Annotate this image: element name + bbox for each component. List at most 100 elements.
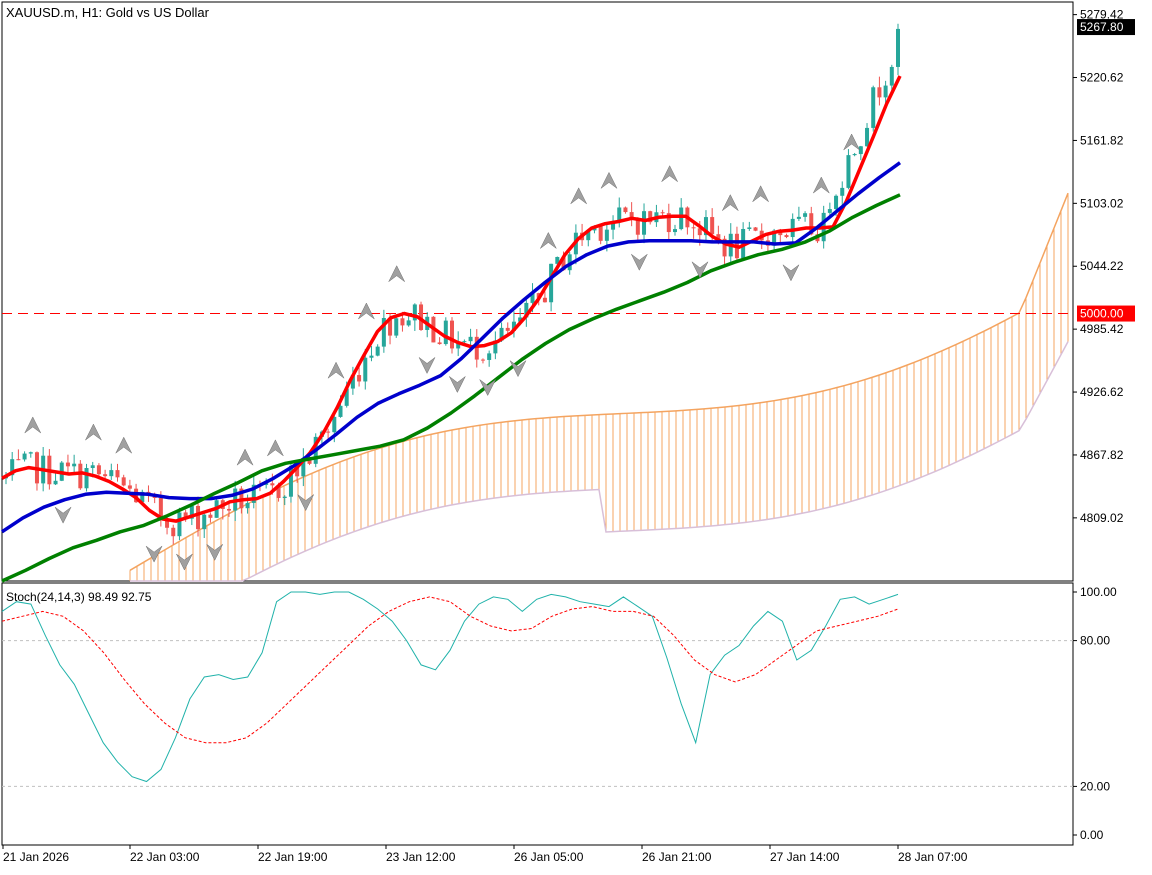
price-tick-label: 5044.22 xyxy=(1080,259,1124,273)
candle-body xyxy=(623,207,628,213)
oscillator-axis[interactable]: 0.00 20.00 80.00 100.00 xyxy=(1073,585,1117,842)
price-tick-label: 5161.82 xyxy=(1080,133,1124,147)
candle-body xyxy=(450,320,454,349)
candle-body xyxy=(840,187,845,196)
candle-body xyxy=(747,227,752,229)
candle-body xyxy=(350,375,355,389)
candle-body xyxy=(307,458,312,464)
candle-body xyxy=(115,470,120,478)
time-tick-label: 27 Jan 14:00 xyxy=(770,850,840,864)
fractal-up-arrow xyxy=(388,265,405,282)
candle-body xyxy=(896,28,900,67)
fractal-up-arrow xyxy=(843,133,860,151)
price-tick-label: 4926.62 xyxy=(1080,385,1124,399)
price-tick-label: 4985.42 xyxy=(1080,322,1124,336)
candle-body xyxy=(344,388,349,406)
candle-body xyxy=(412,304,417,321)
candle-body xyxy=(852,154,857,156)
time-tick-label: 26 Jan 21:00 xyxy=(642,850,712,864)
candle-body xyxy=(858,146,863,155)
candle-body xyxy=(84,468,89,489)
candle-body xyxy=(394,318,399,336)
candle-body xyxy=(177,512,182,537)
ma-fast-line xyxy=(1,75,902,523)
ma-slow-line xyxy=(1,193,901,583)
candle-body xyxy=(208,514,213,518)
oscillator-frame xyxy=(1,582,1074,846)
candle-body xyxy=(96,465,101,475)
candle-body xyxy=(165,519,170,528)
candle-body xyxy=(511,321,516,331)
candle-body xyxy=(295,465,300,477)
candle-body xyxy=(530,293,535,303)
fractal-up-arrow xyxy=(600,171,618,189)
time-tick-label: 26 Jan 05:00 xyxy=(514,850,584,864)
fractal-up-arrow xyxy=(358,302,375,320)
candle-body xyxy=(468,336,473,342)
candle-body xyxy=(549,263,554,303)
candle-body xyxy=(877,87,882,98)
candle-body xyxy=(871,87,876,128)
candle-body xyxy=(673,229,677,233)
candle-body xyxy=(121,477,126,486)
candle-body xyxy=(524,302,529,318)
candle-body xyxy=(487,353,492,360)
candle-body xyxy=(883,85,888,98)
fractal-down-arrow xyxy=(145,545,163,563)
stoch-signal-line xyxy=(1,596,899,744)
candle-body xyxy=(251,484,256,503)
candle-body xyxy=(474,336,479,360)
fractal-down-arrow xyxy=(418,357,436,374)
candle-body xyxy=(542,297,547,303)
fractal-down-arrow xyxy=(176,553,193,571)
current-price-label: 5267.80 xyxy=(1080,20,1124,34)
fractal-down-arrow xyxy=(449,376,466,394)
price-tick-label: 5103.02 xyxy=(1080,196,1124,210)
fractal-up-arrow xyxy=(115,436,132,454)
candle-body xyxy=(53,480,58,485)
price-tick-label: 5279.42 xyxy=(1080,8,1124,22)
candle-body xyxy=(90,465,95,469)
candle-body xyxy=(567,254,572,271)
candle-body xyxy=(691,227,696,229)
price-tick-label: 5220.62 xyxy=(1080,71,1124,85)
candle-body xyxy=(65,462,70,467)
candle-body xyxy=(555,256,560,264)
candle-body xyxy=(710,217,715,235)
candle-body xyxy=(772,230,777,246)
time-tick-label: 21 Jan 2026 xyxy=(3,850,69,864)
candle-body xyxy=(480,359,485,361)
stoch-tick-label: 100.00 xyxy=(1080,585,1117,599)
candle-body xyxy=(443,320,448,345)
candle-body xyxy=(245,502,250,509)
candle-body xyxy=(889,66,894,86)
candle-body xyxy=(803,213,808,217)
stoch-tick-label: 0.00 xyxy=(1080,828,1104,842)
candle-body xyxy=(357,375,362,382)
candle-body xyxy=(604,229,609,241)
fractal-up-arrow xyxy=(752,185,769,202)
candle-body xyxy=(505,327,510,331)
candle-body xyxy=(790,218,795,238)
time-tick-label: 28 Jan 07:00 xyxy=(898,850,968,864)
candle-body xyxy=(809,213,814,235)
stoch-main-line xyxy=(1,591,899,783)
candle-body xyxy=(400,318,405,326)
moving-averages xyxy=(1,75,902,583)
cloud-span-a xyxy=(129,192,1069,571)
candle-body xyxy=(598,226,603,241)
fractal-down-arrow xyxy=(631,254,648,271)
candle-body xyxy=(660,212,665,214)
candle-body xyxy=(722,238,727,257)
candle-body xyxy=(716,234,721,239)
candle-body xyxy=(635,219,640,235)
candle-body xyxy=(456,341,461,349)
price-level-line[interactable]: 5000.00 xyxy=(2,305,1135,322)
candle-body xyxy=(865,127,870,147)
price-axis[interactable]: 4809.02 4867.82 4926.62 4985.42 5044.22 5103.… xyxy=(1073,8,1135,525)
fractal-up-arrow xyxy=(85,423,102,441)
candle-body xyxy=(140,491,145,503)
time-axis[interactable]: 21 Jan 2026 22 Jan 03:00 22 Jan 19:00 23 Ja… xyxy=(2,845,968,864)
